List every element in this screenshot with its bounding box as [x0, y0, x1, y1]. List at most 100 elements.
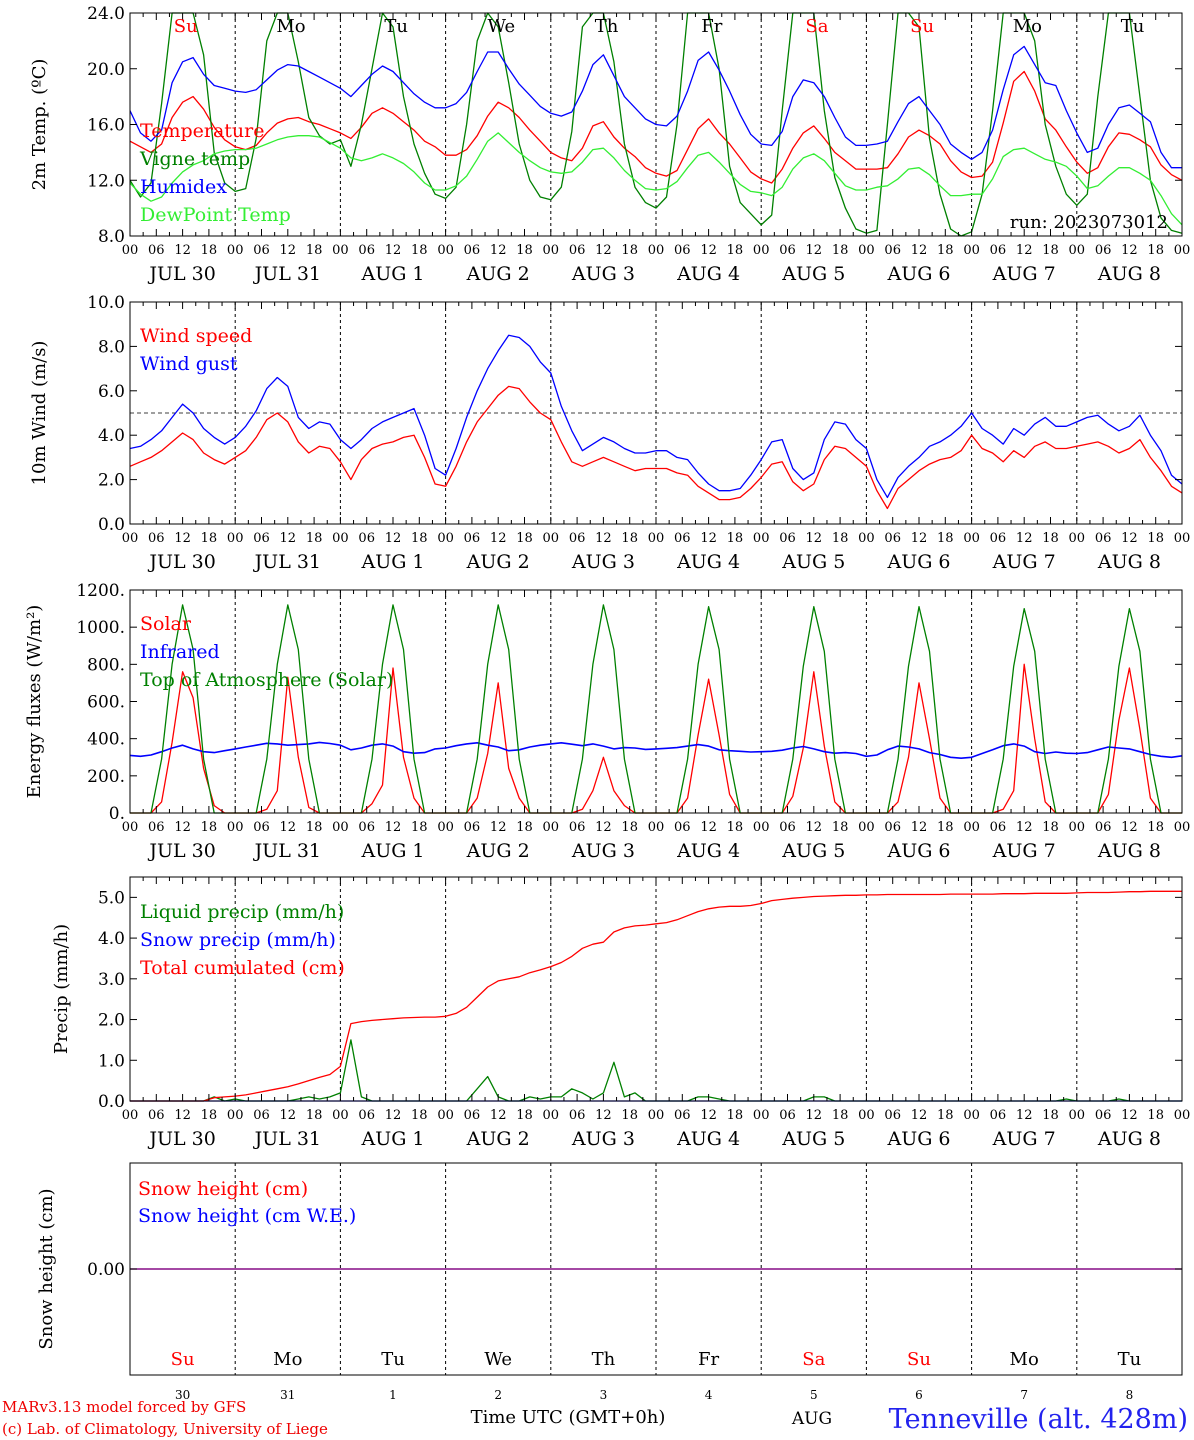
weekday-label: Su	[910, 16, 934, 37]
hour-tick-label: 18	[1042, 243, 1059, 258]
weekday-label: Fr	[698, 1349, 719, 1370]
hour-tick-label: 06	[674, 820, 691, 835]
y-tick-label: 200.	[87, 767, 125, 787]
legend-entry: Wind gust	[140, 353, 238, 375]
legend-entry: Wind speed	[140, 325, 252, 347]
legend-entry: DewPoint Temp	[140, 204, 291, 226]
hour-tick-label: 18	[201, 243, 218, 258]
hour-tick-label: 00	[858, 243, 875, 258]
hour-tick-label: 00	[648, 820, 665, 835]
y-axis-label: Energy fluxes (W/m²)	[24, 605, 45, 799]
date-label: AUG 3	[571, 551, 635, 573]
hour-tick-label: 00	[753, 820, 770, 835]
weekday-label: Mo	[1010, 1349, 1039, 1370]
hour-tick-label: 06	[358, 820, 375, 835]
hour-tick-label: 12	[280, 1108, 297, 1123]
legend-entry: Total cumulated (cm)	[140, 957, 345, 979]
date-label: AUG 2	[466, 551, 530, 573]
hour-tick-label: 00	[648, 1108, 665, 1123]
series-line-wind-gust	[129, 334, 1183, 499]
hour-tick-label: 06	[569, 243, 586, 258]
hour-tick-label: 18	[1042, 820, 1059, 835]
y-axis-label: 2m Temp. (ºC)	[29, 59, 50, 191]
weekday-label: We	[484, 1349, 512, 1370]
hour-tick-label: 00	[1174, 1108, 1191, 1123]
hour-tick-label: 06	[779, 531, 796, 546]
hour-tick-label: 00	[753, 1108, 770, 1123]
day-number-label: 2	[494, 1388, 502, 1402]
hour-tick-label: 06	[884, 243, 901, 258]
y-tick-label: 3.0	[98, 970, 125, 990]
hour-tick-label: 00	[122, 531, 139, 546]
date-label: JUL 31	[253, 840, 321, 862]
weekday-label: Fr	[701, 16, 722, 37]
hour-tick-label: 06	[148, 1108, 165, 1123]
hour-tick-label: 06	[464, 820, 481, 835]
hour-tick-label: 12	[174, 243, 191, 258]
date-label: AUG 2	[466, 263, 530, 285]
hour-tick-label: 12	[1016, 1108, 1033, 1123]
hour-tick-label: 06	[884, 820, 901, 835]
hour-tick-label: 00	[1174, 531, 1191, 546]
day-number-label: 8	[1126, 1388, 1134, 1402]
hour-tick-label: 18	[201, 820, 218, 835]
legend-entry: Solar	[140, 613, 192, 635]
hour-tick-label: 00	[963, 1108, 980, 1123]
hour-tick-label: 12	[700, 820, 717, 835]
hour-tick-label: 00	[437, 1108, 454, 1123]
hour-tick-label: 00	[227, 1108, 244, 1123]
hour-tick-label: 12	[1121, 1108, 1138, 1123]
station-label: Tenneville (alt. 428m)	[889, 1404, 1188, 1435]
hour-tick-label: 12	[174, 531, 191, 546]
weekday-label: Su	[907, 1349, 931, 1370]
y-tick-label: 600.	[87, 693, 125, 713]
date-label: AUG 1	[360, 1128, 424, 1150]
hour-tick-label: 12	[806, 531, 823, 546]
hour-tick-label: 06	[569, 531, 586, 546]
date-label: AUG 1	[360, 551, 424, 573]
date-label: AUG 6	[886, 840, 950, 862]
day-number-label: 30	[175, 1388, 190, 1402]
hour-tick-label: 00	[122, 820, 139, 835]
hour-tick-label: 06	[674, 243, 691, 258]
hour-tick-label: 00	[963, 820, 980, 835]
y-tick-label: 10.0	[87, 293, 125, 313]
date-label: JUL 31	[253, 263, 321, 285]
date-label: AUG 2	[466, 840, 530, 862]
hour-tick-label: 06	[464, 243, 481, 258]
hour-tick-label: 18	[621, 243, 638, 258]
hour-tick-label: 18	[411, 820, 428, 835]
weekday-label: Th	[592, 1349, 616, 1370]
legend-entry: Snow height (cm)	[138, 1178, 308, 1200]
series-line-total-cumulated-cm-	[130, 890, 1182, 1102]
hour-tick-label: 12	[385, 531, 402, 546]
month-label: AUG	[791, 1409, 832, 1429]
day-number-label: 6	[915, 1388, 923, 1402]
hour-tick-label: 18	[937, 243, 954, 258]
hour-tick-label: 12	[490, 531, 507, 546]
date-label: AUG 5	[781, 840, 845, 862]
series-line-infrared	[129, 741, 1183, 760]
weekday-label: Sa	[802, 1349, 825, 1370]
date-label: AUG 6	[886, 551, 950, 573]
hour-tick-label: 00	[122, 243, 139, 258]
hour-tick-label: 06	[884, 531, 901, 546]
hour-tick-label: 06	[253, 1108, 270, 1123]
date-label: JUL 30	[147, 263, 215, 285]
hour-tick-label: 06	[358, 243, 375, 258]
hour-tick-label: 12	[385, 820, 402, 835]
y-tick-label: 0.0	[98, 1092, 125, 1112]
hour-tick-label: 06	[1095, 820, 1112, 835]
hour-tick-label: 00	[332, 1108, 349, 1123]
hour-tick-label: 06	[990, 243, 1007, 258]
hour-tick-label: 00	[437, 820, 454, 835]
hour-tick-label: 06	[358, 531, 375, 546]
hour-tick-label: 06	[1095, 243, 1112, 258]
hour-tick-label: 18	[516, 820, 533, 835]
y-tick-label: 0.00	[87, 1260, 125, 1280]
text-layer: 8.012.016.020.024.02m Temp. (ºC) Temperat…	[24, 4, 1190, 1402]
date-label: JUL 31	[253, 551, 321, 573]
hour-tick-label: 06	[674, 531, 691, 546]
hour-tick-label: 12	[280, 820, 297, 835]
